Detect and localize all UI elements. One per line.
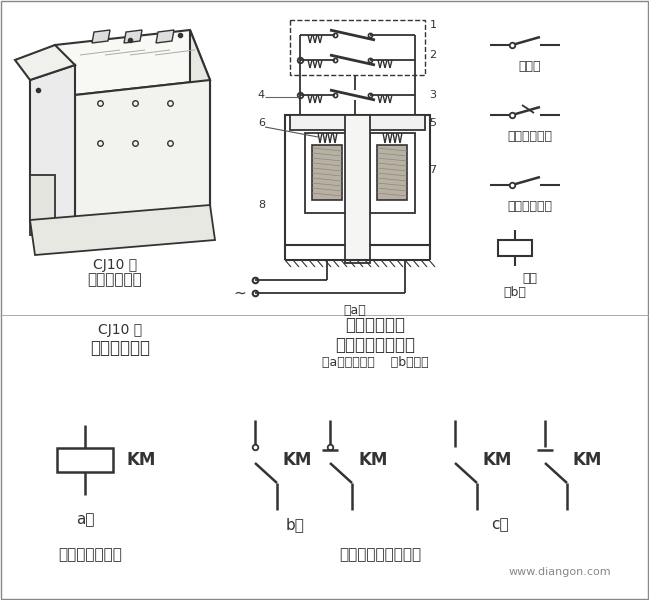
Text: 直动式接触器: 直动式接触器 <box>345 316 405 334</box>
Text: 列交流接触器: 列交流接触器 <box>90 339 150 357</box>
Bar <box>90 110 110 135</box>
Text: a）: a） <box>76 512 94 527</box>
Text: 常开触点和常闭触点: 常开触点和常闭触点 <box>339 547 421 563</box>
Bar <box>312 145 342 200</box>
Text: ~: ~ <box>234 286 247 301</box>
Text: www.diangon.com: www.diangon.com <box>509 567 611 577</box>
Bar <box>121 105 149 140</box>
Bar <box>86 105 114 140</box>
Text: 3: 3 <box>430 90 437 100</box>
Text: CJ10 系: CJ10 系 <box>98 323 142 337</box>
Text: 6: 6 <box>258 118 265 128</box>
Bar <box>377 145 407 200</box>
Bar <box>75 180 210 220</box>
Polygon shape <box>30 220 55 235</box>
Bar <box>345 115 370 263</box>
Text: （a）动作原理    （b）符号: （a）动作原理 （b）符号 <box>322 355 428 368</box>
Bar <box>285 115 430 245</box>
Text: 接触器电磁线圈: 接触器电磁线圈 <box>58 547 122 563</box>
Text: KM: KM <box>483 451 512 469</box>
Text: KM: KM <box>127 451 156 469</box>
Bar <box>160 110 180 135</box>
Polygon shape <box>30 175 55 220</box>
Bar <box>498 240 532 256</box>
Text: 8: 8 <box>258 200 265 210</box>
Polygon shape <box>55 30 210 95</box>
Bar <box>305 133 350 213</box>
Text: 线圈: 线圈 <box>522 271 537 284</box>
Text: KM: KM <box>573 451 602 469</box>
Text: （a）: （a） <box>343 304 367 317</box>
Polygon shape <box>92 30 110 43</box>
Text: （b）: （b） <box>504 286 526 299</box>
Polygon shape <box>30 205 215 255</box>
Text: 1: 1 <box>430 20 437 30</box>
Text: c）: c） <box>491 517 509 533</box>
Bar <box>370 133 415 213</box>
Text: 常闭辅助触头: 常闭辅助触头 <box>508 130 552 143</box>
Text: CJ10 系: CJ10 系 <box>93 258 137 272</box>
Text: 主触头: 主触头 <box>519 61 541 73</box>
Polygon shape <box>156 30 174 43</box>
Polygon shape <box>124 30 142 43</box>
Text: 5: 5 <box>430 118 437 128</box>
Text: 列交流接触器: 列交流接触器 <box>88 272 142 287</box>
Text: 的工作原理及符号: 的工作原理及符号 <box>335 336 415 354</box>
Bar <box>85 185 135 215</box>
Polygon shape <box>190 30 210 220</box>
Polygon shape <box>30 65 75 220</box>
Bar <box>290 115 425 130</box>
Bar <box>125 110 145 135</box>
Text: KM: KM <box>283 451 312 469</box>
Bar <box>57 448 113 472</box>
Text: 常开辅助触头: 常开辅助触头 <box>508 200 552 214</box>
Polygon shape <box>75 80 210 220</box>
Text: b）: b） <box>286 517 304 533</box>
Text: KM: KM <box>358 451 387 469</box>
Text: 2: 2 <box>430 50 437 60</box>
Text: 4: 4 <box>258 90 265 100</box>
Polygon shape <box>15 45 75 80</box>
Bar <box>140 185 165 215</box>
Bar <box>156 105 184 140</box>
Text: 7: 7 <box>430 165 437 175</box>
